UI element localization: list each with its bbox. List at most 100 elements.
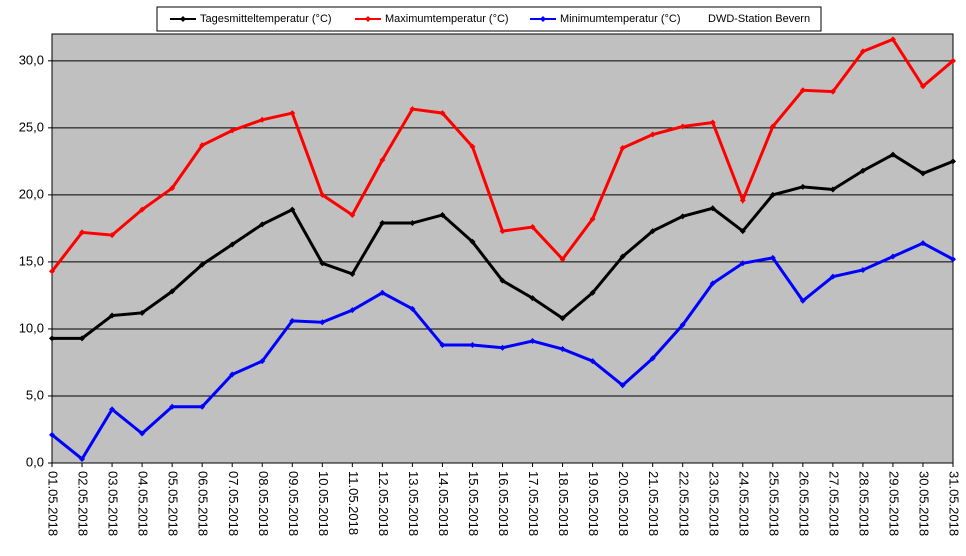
x-tick-label: 03.05.2018 [106,471,121,536]
data-point [919,170,926,177]
data-point [769,123,776,130]
data-point [229,127,236,134]
x-tick-label: 15.05.2018 [466,471,481,536]
data-point [169,403,176,410]
legend-marker [540,16,546,22]
data-point [169,185,176,192]
data-point [679,213,686,220]
data-point [469,238,476,245]
x-tick-label: 10.05.2018 [316,471,331,536]
data-point [439,110,446,117]
data-point [499,277,506,284]
data-point [49,431,55,438]
data-point [829,273,836,280]
plot-area [51,33,954,464]
x-tick-label: 29.05.2018 [886,471,901,536]
data-point [859,266,866,273]
data-point [379,157,386,164]
data-point [649,228,656,235]
data-point [139,206,146,213]
data-point [709,119,716,126]
data-point [679,321,686,328]
data-point [559,346,566,353]
data-point [739,260,746,267]
data-point [199,142,206,149]
data-point [379,220,386,227]
data-point [79,455,86,462]
data-point [950,57,956,64]
y-tick-label: 10,0 [19,320,44,335]
data-point [469,143,476,150]
data-point [889,253,896,260]
data-point [199,261,206,268]
data-point [769,191,776,198]
data-point [139,309,146,316]
data-point [769,254,776,261]
data-point [739,197,746,204]
x-tick-label: 02.05.2018 [76,471,91,536]
data-point [799,183,806,190]
x-tick-label: 30.05.2018 [917,471,932,536]
data-point [409,220,416,227]
data-point [679,123,686,130]
data-point [619,144,626,151]
data-point [709,280,716,287]
x-tick-label: 09.05.2018 [286,471,301,536]
data-point [559,256,566,263]
x-tick-label: 13.05.2018 [406,471,421,536]
data-point [169,288,176,295]
data-point [739,228,746,235]
data-point [259,358,266,365]
x-tick-label: 14.05.2018 [436,471,451,536]
data-point [950,256,956,263]
data-point [889,151,896,158]
data-point [919,240,926,247]
data-point [589,358,596,365]
data-point [319,260,326,267]
annotation: DWD-Station Bevern [708,13,810,25]
data-point [319,319,326,326]
data-point [349,307,356,314]
data-point [589,216,596,223]
y-tick-label: 5,0 [26,387,44,402]
y-tick-label: 25,0 [19,119,44,134]
legend: DWD-Station Bevern Tagesmitteltemperatur… [156,6,822,32]
x-tick-label: 12.05.2018 [376,471,391,536]
data-point [649,131,656,138]
legend-box [156,6,822,32]
data-point [109,232,116,239]
data-point [349,270,356,277]
data-point [79,229,86,236]
data-point [139,430,146,437]
legend-label: Tagesmitteltemperatur (°C) [200,13,332,25]
x-tick-label: 24.05.2018 [736,471,751,536]
data-point [859,48,866,55]
data-point [859,167,866,174]
data-point [469,342,476,349]
legend-marker [365,16,371,22]
x-tick-label: 05.05.2018 [166,471,181,536]
data-point [409,305,416,312]
data-point [889,36,896,43]
y-tick-label: 15,0 [19,253,44,268]
x-tick-label: 21.05.2018 [646,471,661,536]
data-point [950,158,956,165]
x-tick-label: 23.05.2018 [706,471,721,536]
data-point [49,268,55,275]
x-tick-label: 11.05.2018 [346,471,361,535]
x-tick-label: 22.05.2018 [676,471,691,536]
data-point [499,228,506,235]
data-point [409,106,416,113]
data-point [109,312,116,319]
data-point [799,297,806,304]
data-point [289,317,296,324]
data-point [799,87,806,94]
data-point [499,344,506,351]
data-point [349,211,356,218]
data-point [109,406,116,413]
x-tick-label: 27.05.2018 [826,471,841,536]
x-tick-label: 28.05.2018 [856,471,871,536]
y-tick-label: 0,0 [26,454,44,469]
legend-label: Minimumtemperatur (°C) [560,13,681,25]
data-point [319,191,326,198]
